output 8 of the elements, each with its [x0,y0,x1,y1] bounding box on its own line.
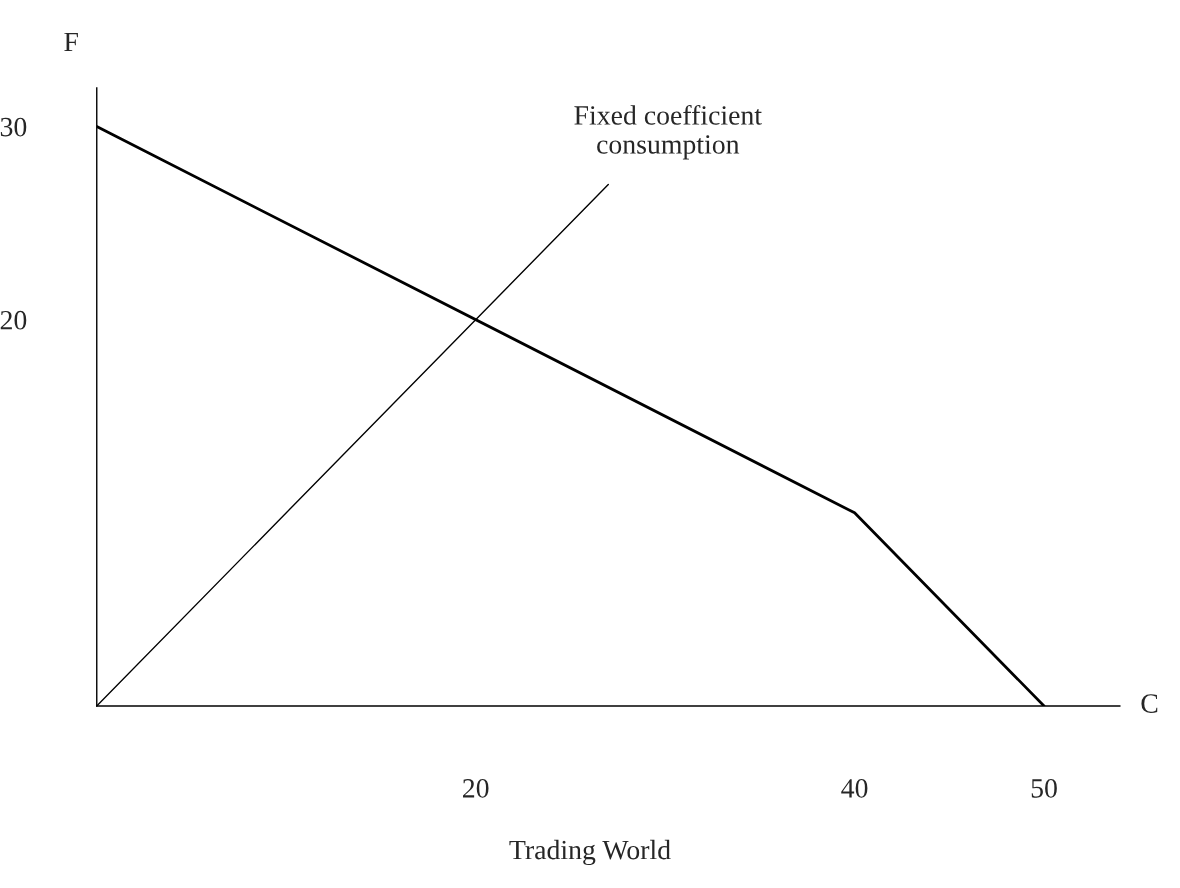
y-axis-title: F [64,32,78,52]
y-tick-label: 30 [0,117,27,137]
x-axis-title: C [1141,694,1158,713]
x-tick-label: 20 [463,778,489,798]
annotation: Fixed coefficient consumption [574,104,762,160]
text: Trading World [509,839,671,866]
x-tick-label: 40 [841,778,868,798]
x-tick-label: 50 [1031,778,1057,798]
